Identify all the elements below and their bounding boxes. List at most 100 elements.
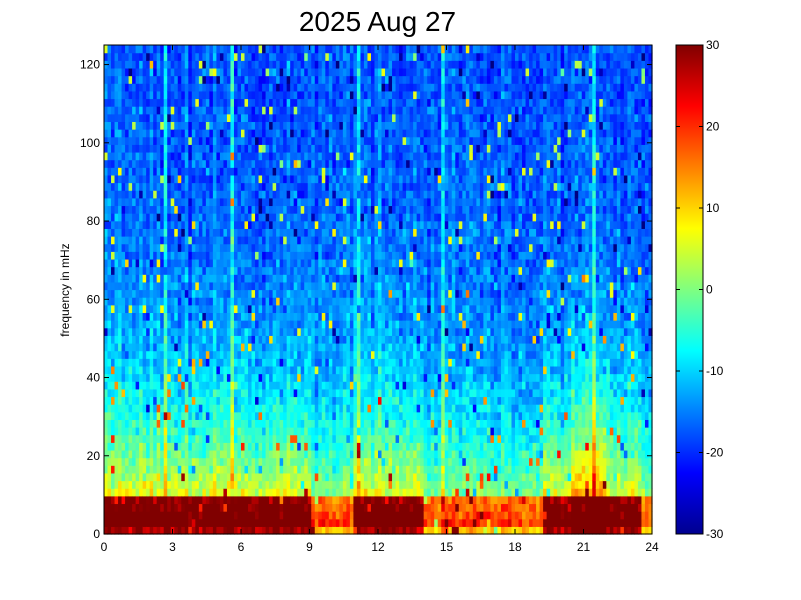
heatmap-cell <box>251 159 256 168</box>
heatmap-cell <box>258 236 263 245</box>
heatmap-cell <box>174 151 179 161</box>
heatmap-cell <box>307 67 312 77</box>
heatmap-cell <box>244 442 249 451</box>
heatmap-cell <box>290 197 295 207</box>
heatmap-cell <box>367 320 372 329</box>
heatmap-cell <box>342 427 347 436</box>
heatmap-cell <box>118 121 123 130</box>
heatmap-cell <box>160 197 165 207</box>
heatmap-cell <box>269 60 274 69</box>
heatmap-cell <box>325 381 330 390</box>
heatmap-cell <box>153 266 158 275</box>
heatmap-cell <box>258 83 263 92</box>
heatmap-cell <box>132 304 137 314</box>
heatmap-cell <box>198 266 203 275</box>
heatmap-cell <box>283 312 288 321</box>
heatmap-cell <box>226 480 232 489</box>
heatmap-cell <box>219 113 225 123</box>
heatmap-cell <box>251 480 256 489</box>
heatmap-cell <box>209 427 214 436</box>
heatmap-cell <box>195 342 200 352</box>
heatmap-cell <box>181 373 186 382</box>
heatmap-cell <box>283 503 288 512</box>
heatmap-cell <box>325 220 330 229</box>
heatmap-cell <box>205 419 210 428</box>
heatmap-cell <box>304 495 309 505</box>
heatmap-cell <box>125 83 130 92</box>
heatmap-cell <box>181 258 186 268</box>
heatmap-cell <box>184 381 189 390</box>
heatmap-cell <box>321 75 326 84</box>
heatmap-cell <box>286 495 291 505</box>
heatmap-cell <box>209 159 214 168</box>
heatmap-cell <box>304 197 309 207</box>
heatmap-cell <box>216 151 221 161</box>
heatmap-cell <box>177 197 182 207</box>
heatmap-cell <box>163 243 168 252</box>
heatmap-cell <box>167 526 172 535</box>
heatmap-cell <box>170 266 175 275</box>
heatmap-cell <box>272 121 277 130</box>
heatmap-cell <box>114 335 119 344</box>
heatmap-cell <box>177 159 182 168</box>
heatmap-cell <box>290 159 295 168</box>
heatmap-cell <box>332 144 337 153</box>
heatmap-cell <box>195 251 200 260</box>
heatmap-cell <box>248 266 253 275</box>
heatmap-cell <box>139 396 144 405</box>
heatmap-cell <box>325 457 330 466</box>
heatmap-cell <box>241 449 246 459</box>
heatmap-cell <box>118 488 123 497</box>
heatmap-cell <box>181 518 186 527</box>
heatmap-cell <box>244 411 249 420</box>
heatmap-cell <box>184 312 189 321</box>
heatmap-cell <box>135 358 140 367</box>
heatmap-cell <box>153 518 158 527</box>
heatmap-cell <box>142 243 147 252</box>
heatmap-cell <box>146 465 151 474</box>
heatmap-cell <box>321 350 326 359</box>
heatmap-cell <box>146 488 151 497</box>
heatmap-cell <box>146 258 151 268</box>
heatmap-cell <box>226 419 232 428</box>
heatmap-cell <box>374 297 379 306</box>
heatmap-cell <box>297 472 302 482</box>
heatmap-cell <box>335 129 340 138</box>
heatmap-cell <box>230 182 235 191</box>
heatmap-cell <box>283 220 288 229</box>
heatmap-cell <box>114 320 119 329</box>
heatmap-cell <box>237 129 242 138</box>
heatmap-cell <box>321 174 326 184</box>
heatmap-cell <box>262 289 267 298</box>
heatmap-cell <box>328 98 333 107</box>
heatmap-cell <box>269 289 274 298</box>
heatmap-cell <box>163 526 168 535</box>
heatmap-cell <box>233 205 239 214</box>
heatmap-cell <box>318 197 323 207</box>
heatmap-cell <box>181 266 186 275</box>
heatmap-cell <box>283 90 288 100</box>
heatmap-cell <box>335 75 340 84</box>
heatmap-cell <box>121 197 126 207</box>
heatmap-cell <box>353 465 358 474</box>
heatmap-cell <box>135 434 140 443</box>
heatmap-cell <box>237 144 242 153</box>
heatmap-cell <box>135 427 140 436</box>
heatmap-cell <box>121 98 126 107</box>
heatmap-cell <box>293 251 298 260</box>
heatmap-cell <box>121 258 126 268</box>
heatmap-cell <box>107 411 112 420</box>
heatmap-cell <box>132 373 137 382</box>
heatmap-cell <box>198 381 203 390</box>
heatmap-cell <box>241 167 246 176</box>
heatmap-cell <box>360 518 365 527</box>
heatmap-cell <box>111 411 116 420</box>
heatmap-cell <box>198 281 203 291</box>
heatmap-cell <box>219 518 225 527</box>
heatmap-cell <box>219 197 225 207</box>
heatmap-cell <box>269 182 274 191</box>
heatmap-cell <box>163 511 168 520</box>
heatmap-cell <box>360 236 365 245</box>
heatmap-cell <box>226 75 232 84</box>
heatmap-cell <box>170 228 175 237</box>
